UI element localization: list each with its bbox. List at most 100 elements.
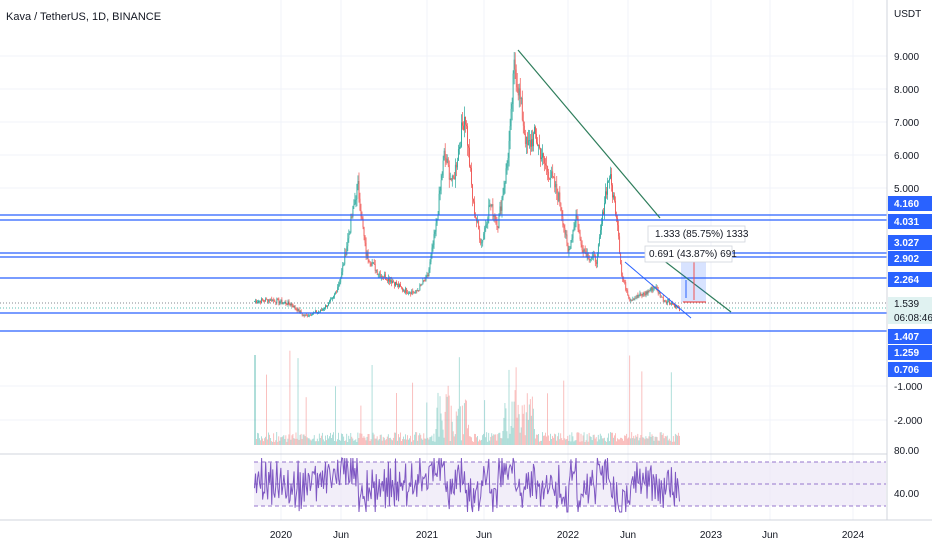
countdown-label: 06:08:46 (894, 313, 932, 324)
candle-body-133 (389, 277, 390, 282)
candle-body-0 (254, 301, 255, 302)
volume-bar-309 (567, 435, 569, 445)
volume-bar-194 (450, 405, 452, 445)
candle-body-273 (531, 139, 532, 147)
volume-bar-247 (504, 403, 506, 445)
volume-bar-12 (266, 374, 267, 445)
candle-body-99 (354, 200, 356, 205)
candle-body-200 (456, 160, 458, 168)
candle-body-270 (527, 140, 529, 146)
candle-body-2 (256, 300, 257, 303)
candle-body-368 (627, 291, 629, 296)
candle-body-312 (570, 240, 572, 249)
candle-body-35 (289, 304, 291, 306)
volume-bar-76 (331, 438, 332, 445)
volume-bar-159 (415, 432, 417, 445)
volume-bar-239 (496, 440, 498, 445)
candle-body-213 (470, 166, 471, 169)
volume-bar-54 (308, 438, 310, 445)
volume-bar-295 (553, 437, 555, 445)
volume-bar-329 (587, 441, 589, 445)
candle-body-75 (330, 299, 331, 301)
candle-body-254 (511, 104, 513, 109)
volume-bar-283 (541, 440, 542, 445)
volume-bar-1 (255, 355, 256, 445)
candle-body-262 (519, 88, 521, 99)
volume-bar-352 (611, 432, 612, 445)
candle-body-205 (462, 122, 463, 126)
candle-body-320 (578, 229, 580, 233)
candle-body-415 (675, 304, 676, 308)
volume-bar-152 (408, 439, 409, 445)
volume-bar-223 (480, 440, 481, 445)
candle-body-331 (589, 259, 591, 261)
candle-body-89 (344, 252, 346, 264)
volume-bar-141 (397, 440, 398, 445)
volume-bar-270 (527, 419, 529, 445)
volume-bar-23 (277, 441, 279, 445)
price-axis-unit: USDT (894, 9, 921, 20)
candle-body-171 (427, 275, 429, 277)
volume-bar-106 (361, 433, 363, 445)
volume-bar-116 (371, 365, 373, 445)
candle-body-168 (424, 280, 426, 282)
candle-body-118 (373, 262, 375, 264)
volume-bar-331 (589, 436, 591, 445)
volume-bar-332 (590, 437, 592, 445)
volume-bar-133 (388, 438, 390, 445)
volume-bar-186 (442, 429, 444, 445)
volume-bar-65 (319, 438, 321, 445)
volume-bar-190 (446, 396, 448, 445)
candle-body-329 (587, 253, 589, 260)
candle-body-153 (409, 292, 411, 294)
volume-bar-13 (267, 439, 268, 445)
volume-bar-260 (517, 404, 519, 445)
volume-bar-379 (638, 440, 640, 445)
volume-bar-371 (630, 438, 632, 445)
volume-bar-104 (359, 433, 361, 445)
volume-bar-22 (276, 432, 278, 445)
drawing-tools[interactable] (517, 49, 746, 319)
candle-body-271 (528, 140, 530, 141)
volume-bar-231 (488, 432, 490, 445)
candle-body-394 (653, 287, 655, 289)
candle-body-323 (581, 244, 583, 250)
candle-body-144 (400, 284, 401, 287)
volume-bar-298 (556, 440, 558, 445)
candle-body-386 (645, 291, 647, 295)
candle-body-244 (501, 197, 503, 211)
candle-body-298 (556, 184, 558, 193)
price-candles[interactable] (254, 52, 680, 318)
time-tick-2: 2021 (416, 530, 439, 541)
candle-body-324 (582, 250, 584, 253)
volume-bar-257 (514, 390, 516, 445)
volume-bar-254 (511, 401, 513, 445)
candle-body-206 (463, 125, 464, 130)
volume-bar-286 (544, 435, 545, 445)
candle-body-50 (304, 314, 306, 317)
volume-bar-406 (665, 436, 667, 445)
volume-bar-415 (674, 433, 676, 445)
candle-body-296 (554, 177, 556, 188)
volume-bar-79 (334, 441, 335, 445)
horizontal-levels[interactable] (0, 214, 887, 332)
volume-bar-268 (525, 412, 527, 445)
volume-bar-120 (375, 438, 377, 445)
candle-body-141 (397, 283, 398, 285)
candle-body-47 (301, 313, 303, 316)
volume-bar-263 (520, 427, 522, 445)
candle-body-339 (597, 244, 599, 255)
candle-body-95 (350, 216, 352, 233)
candle-body-197 (453, 177, 455, 180)
volume-bar-364 (623, 440, 625, 445)
volume-bar-300 (558, 432, 560, 445)
volume-bar-323 (581, 441, 583, 445)
candle-body-156 (412, 291, 414, 293)
volume-bar-204 (460, 440, 462, 445)
candle-body-184 (440, 180, 442, 191)
volume-bar-276 (533, 429, 535, 445)
volume-bar-358 (617, 438, 618, 445)
volume-bar-198 (454, 434, 456, 445)
